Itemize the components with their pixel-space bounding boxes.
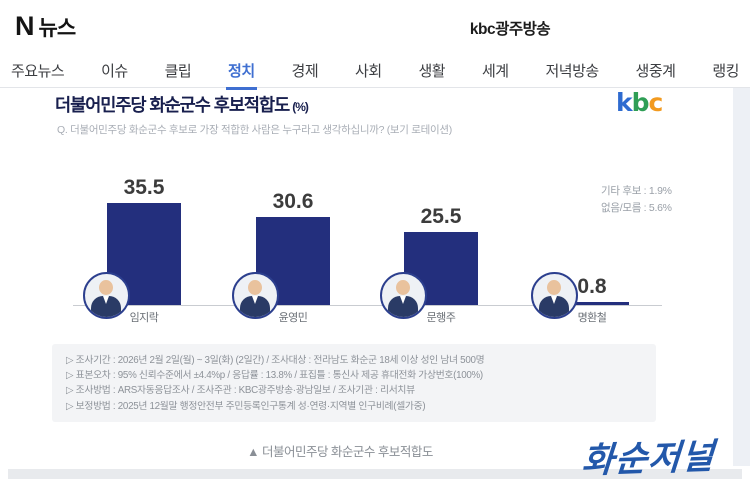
candidate-photo	[531, 272, 578, 319]
candidate-photo	[232, 272, 279, 319]
avatar-collar	[400, 296, 406, 304]
avatar-suit	[388, 296, 418, 317]
category-nav: 주요뉴스 이슈 클립 정치 경제 사회 생활 세계 저녁방송 생중계 랭킹	[0, 55, 750, 90]
methodology-line: ▷ 표본오차 : 95% 신뢰수준에서 ±4.4%p / 응답률 : 13.8%…	[66, 370, 483, 382]
news-home-logo[interactable]: N 뉴스	[15, 11, 77, 42]
avatar-collar	[252, 296, 258, 304]
nav-item-3[interactable]: 정치	[226, 55, 257, 90]
avatar-collar	[551, 296, 557, 304]
kbc-logo-letter: c	[648, 88, 664, 117]
avatar-face	[396, 280, 410, 295]
kbc-logo: kbc	[616, 88, 664, 117]
bar-value-label: 35.5	[123, 176, 165, 199]
avatar-suit	[539, 296, 569, 317]
avatar-face	[99, 280, 113, 295]
nav-item-4[interactable]: 경제	[291, 63, 319, 80]
avatar-face	[547, 280, 561, 295]
bar-value-label: 30.6	[272, 190, 314, 213]
methodology-line: ▷ 조사방법 : ARS자동응답조사 / 조사주관 : KBC광주방송·광남일보…	[66, 385, 415, 397]
avatar-collar	[103, 296, 109, 304]
chart-question: Q. 더불어민주당 화순군수 후보로 가장 적합한 사람은 누구라고 생각하십니…	[57, 124, 452, 136]
avatar-suit	[240, 296, 270, 317]
press-name[interactable]: kbc광주방송	[469, 21, 551, 38]
nav-item-5[interactable]: 사회	[355, 63, 382, 80]
hwasun-journal-watermark: 화순저널	[580, 435, 717, 482]
avatar-face	[248, 280, 262, 295]
news-logo-label: 뉴스	[38, 17, 77, 40]
nav-item-7[interactable]: 세계	[481, 63, 509, 80]
none-dontknow-stat: 없음/모름 : 5.6%	[601, 202, 672, 214]
survey-methodology-box: ▷ 조사기간 : 2026년 2월 2일(월) ~ 3일(화) (2일간) / …	[52, 344, 656, 422]
bar-value-label: 0.8	[577, 275, 607, 298]
candidate-photo	[83, 272, 130, 319]
nav-item-0[interactable]: 주요뉴스	[11, 63, 65, 80]
methodology-line: ▷ 보정방법 : 2025년 12월말 행정안전부 주민등록인구통계 성·연령·…	[66, 400, 426, 412]
candidate-name-label: 명환철	[577, 312, 607, 324]
chart-title: 더불어민주당 화순군수 후보적합도 (%)	[55, 95, 309, 115]
kbc-logo-letter: b	[631, 88, 650, 117]
page-gutter-right	[733, 88, 750, 466]
candidate-photo	[380, 272, 427, 319]
candidate-name-label: 윤영민	[278, 312, 308, 324]
nav-item-9[interactable]: 생중계	[635, 63, 676, 80]
nav-item-6[interactable]: 생활	[418, 63, 446, 80]
nav-item-8[interactable]: 저녁방송	[545, 63, 599, 80]
top-header: N 뉴스 kbc광주방송	[0, 0, 750, 55]
naver-n-icon: N	[15, 11, 34, 41]
chart-side-stats: 기타 후보 : 1.9% 없음/모름 : 5.6%	[601, 183, 672, 217]
nav-item-1[interactable]: 이슈	[101, 63, 128, 80]
page-gutter-bottom	[8, 469, 742, 479]
other-candidates-stat: 기타 후보 : 1.9%	[601, 185, 672, 197]
nav-item-2[interactable]: 클립	[164, 63, 192, 80]
chart-baseline	[73, 305, 662, 306]
kbc-logo-letter: k	[616, 88, 633, 117]
methodology-line: ▷ 조사기간 : 2026년 2월 2일(월) ~ 3일(화) (2일간) / …	[66, 355, 485, 366]
bar-명환철	[555, 302, 629, 305]
nav-item-10[interactable]: 랭킹	[712, 63, 739, 80]
avatar-suit	[91, 296, 121, 317]
bar-value-label: 25.5	[420, 205, 462, 228]
image-caption: ▲ 더불어민주당 화순군수 후보적합도	[247, 445, 433, 459]
candidate-name-label: 문행주	[426, 312, 456, 324]
candidate-name-label: 임지락	[129, 312, 159, 324]
chart-title-unit: (%)	[292, 100, 309, 114]
